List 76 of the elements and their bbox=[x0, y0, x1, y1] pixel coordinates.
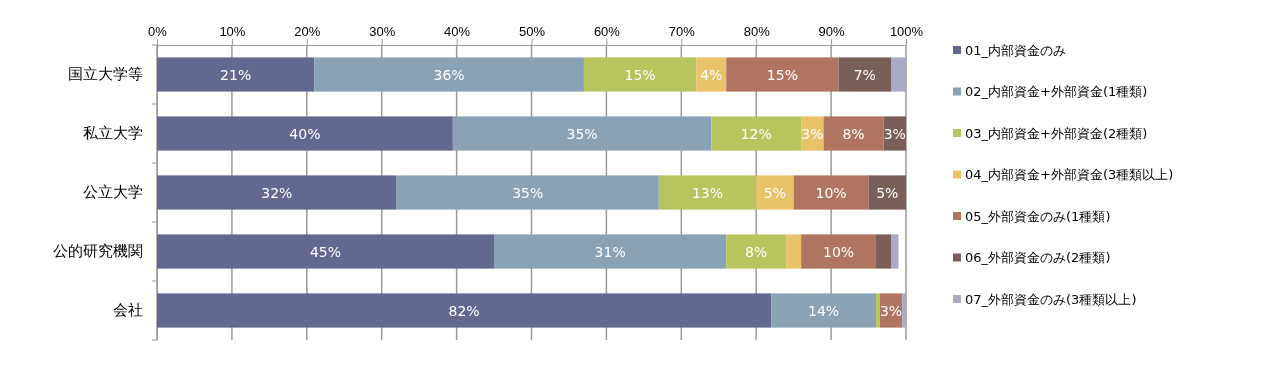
data-label: 15% bbox=[766, 66, 798, 83]
data-label: 31% bbox=[594, 243, 626, 260]
data-label: 3% bbox=[801, 125, 824, 142]
bar bbox=[711, 116, 802, 151]
legend-label: 04_内部資金+外部資金(3種類以上) bbox=[965, 167, 1174, 182]
bar bbox=[157, 234, 495, 269]
y-tick-label: 公立大学 bbox=[83, 183, 143, 201]
bar bbox=[838, 57, 892, 92]
bar bbox=[494, 234, 727, 269]
legend-label: 03_内部資金+外部資金(2種類) bbox=[965, 125, 1148, 141]
bar bbox=[696, 57, 727, 92]
y-tick-label: 公的研究機関 bbox=[53, 242, 143, 260]
data-label: 8% bbox=[842, 125, 865, 142]
y-tick-label: 国立大学等 bbox=[68, 65, 143, 83]
legend-label: 02_内部資金+外部資金(1種類) bbox=[965, 84, 1148, 99]
bar bbox=[876, 293, 880, 328]
bar bbox=[726, 234, 787, 269]
data-label: 3% bbox=[883, 125, 906, 142]
data-label: 8% bbox=[745, 243, 768, 260]
data-label: 13% bbox=[691, 184, 724, 201]
legend-label: 07_外部資金のみ(3種類以上) bbox=[965, 291, 1137, 307]
bar bbox=[823, 116, 884, 151]
x-tick-label: 10% bbox=[219, 24, 246, 39]
x-tick-label: 80% bbox=[743, 24, 771, 39]
bar bbox=[756, 175, 794, 210]
data-label: 36% bbox=[433, 66, 465, 83]
legend-label: 05_外部資金のみ(1種類) bbox=[965, 208, 1111, 224]
bar bbox=[786, 234, 802, 269]
bar bbox=[726, 57, 839, 92]
bar bbox=[314, 57, 584, 92]
data-label: 15% bbox=[624, 66, 656, 83]
bar bbox=[891, 57, 906, 92]
x-tick-label: 100% bbox=[889, 24, 924, 39]
x-tick-label: 60% bbox=[593, 24, 621, 39]
data-label: 10% bbox=[815, 184, 847, 201]
data-label: 3% bbox=[879, 302, 903, 319]
bar bbox=[876, 234, 892, 269]
y-tick-label: 会社 bbox=[113, 301, 143, 319]
x-tick-label: 50% bbox=[518, 24, 546, 39]
data-label: 35% bbox=[512, 184, 544, 201]
bar bbox=[157, 175, 397, 210]
data-label: 14% bbox=[808, 302, 840, 319]
legend-label: 01_内部資金のみ bbox=[965, 42, 1067, 58]
bar bbox=[793, 175, 869, 210]
data-label: 82% bbox=[448, 302, 480, 319]
x-tick-label: 30% bbox=[369, 24, 396, 39]
data-label: 21% bbox=[220, 66, 252, 83]
bar bbox=[891, 234, 899, 269]
bar bbox=[452, 116, 712, 151]
data-label: 45% bbox=[309, 243, 342, 260]
bar bbox=[157, 116, 453, 151]
bar bbox=[583, 57, 697, 92]
bar bbox=[771, 293, 877, 328]
data-label: 10% bbox=[823, 243, 855, 260]
x-tick-label: 70% bbox=[668, 24, 696, 39]
bar bbox=[157, 293, 772, 328]
legend-label: 06_外部資金のみ(2種類) bbox=[965, 250, 1111, 265]
bar bbox=[801, 234, 877, 269]
bar bbox=[868, 175, 906, 210]
data-label: 35% bbox=[566, 125, 598, 142]
data-label: 32% bbox=[261, 184, 293, 201]
bar bbox=[157, 57, 315, 92]
data-label: 40% bbox=[289, 125, 321, 142]
data-label: 5% bbox=[876, 184, 899, 201]
data-label: 5% bbox=[763, 184, 787, 201]
x-tick-label: 40% bbox=[444, 24, 471, 39]
bar bbox=[396, 175, 659, 210]
bar bbox=[902, 293, 906, 328]
x-tick-label: 0% bbox=[148, 24, 168, 39]
bar bbox=[658, 175, 757, 210]
data-label: 7% bbox=[853, 66, 876, 83]
data-label: 4% bbox=[700, 66, 723, 83]
y-tick-label: 私立大学 bbox=[83, 124, 143, 142]
data-label: 12% bbox=[740, 125, 772, 142]
x-tick-label: 90% bbox=[818, 24, 846, 39]
x-tick-label: 20% bbox=[294, 24, 321, 39]
